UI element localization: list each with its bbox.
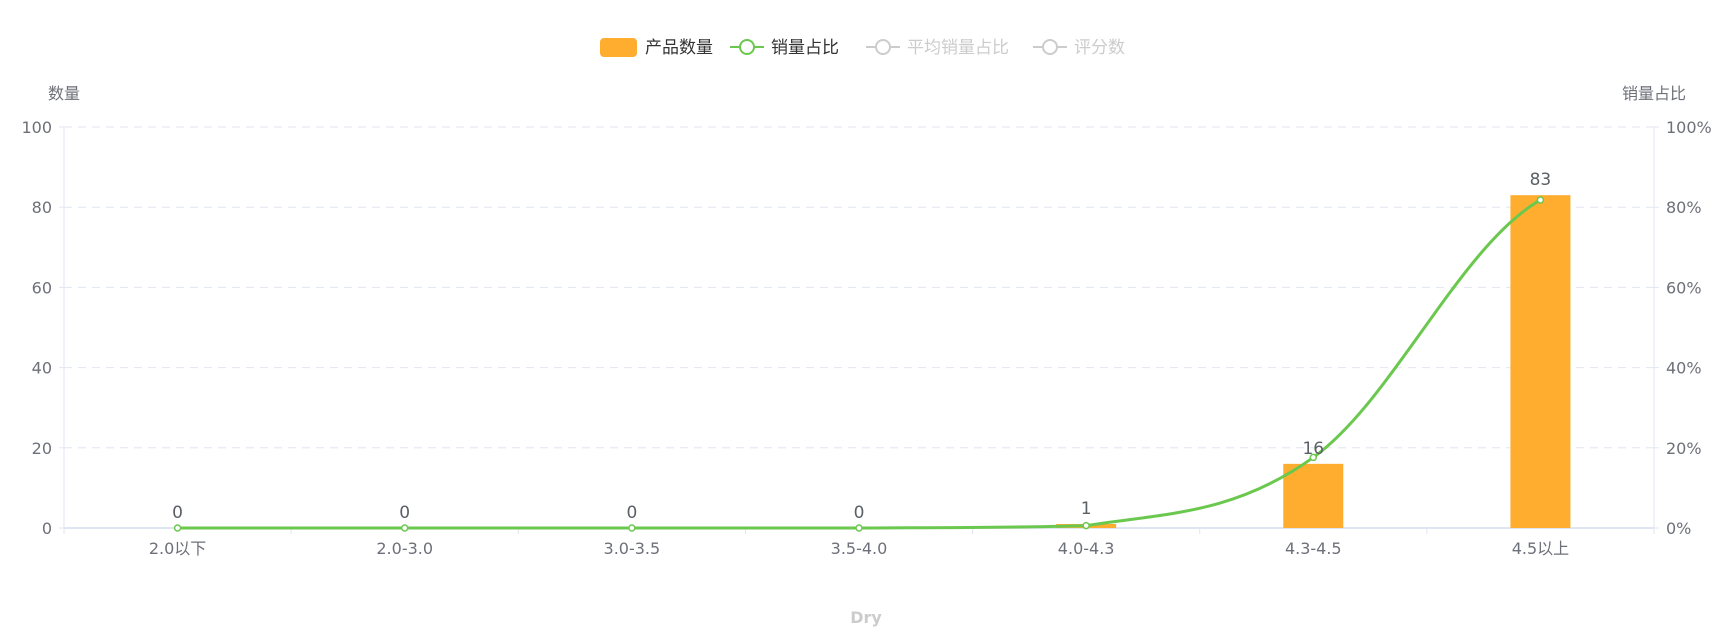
x-tick-label: 4.3-4.5 [1285,539,1342,558]
legend-item-1[interactable]: 销量占比 [730,38,839,58]
y-left-tick-label: 80 [32,198,52,217]
line-point [400,524,409,532]
line-point [628,524,636,532]
legend-label: 评分数 [1074,38,1125,58]
x-tick-label: 2.0以下 [149,539,206,558]
axes: 0 0%20 20%40 40%60 60%80 80%100 100%2.0以下 2.0-3… [21,118,1711,558]
legend-label: 平均销量占比 [907,38,1009,58]
x-tick-label: 2.0-3.0 [376,539,433,558]
bar [1510,195,1571,529]
y-axis-right-label: 销量占比 [1622,84,1686,103]
line-point [173,524,182,532]
line-point [855,524,863,532]
bar-value-label: 0 [399,503,410,523]
bar [1283,463,1344,528]
bar-value-label: 16 [1302,439,1324,459]
legend-label: 产品数量 [645,38,713,58]
line-point [1309,453,1318,462]
legend-item-0[interactable]: 产品数量 [600,38,713,58]
y-right-tick-label: 20% [1666,439,1702,458]
bar-value-label: 0 [626,503,637,523]
legend-circle-icon [739,39,755,55]
y-left-tick-label: 20 [32,439,52,458]
y-left-tick-label: 100 [21,118,52,137]
data-labels: 0 0 0 0 1 16 83 [172,170,1551,523]
legend-item-2[interactable]: 平均销量占比 [866,38,1009,58]
y-right-tick-label: 100% [1666,118,1712,137]
x-tick-label: 3.5-4.0 [831,539,888,558]
y-left-tick-label: 0 [42,519,52,538]
bar-value-label: 1 [1081,499,1092,519]
legend-circle-icon [875,39,891,55]
bars [1056,195,1571,529]
y-left-tick-label: 40 [32,359,52,378]
bar-value-label: 0 [854,503,865,523]
grid-lines [64,126,1654,449]
legend-bar-icon [600,38,637,57]
legend-item-3[interactable]: 评分数 [1033,38,1125,58]
bar-value-label: 83 [1530,170,1552,190]
y-axis-left-label: 数量 [48,84,80,103]
line-point [1536,196,1545,204]
x-tick-label: 4.0-4.3 [1058,539,1115,558]
x-tick-label: 4.5以上 [1512,539,1569,558]
x-axis-label: Dry [850,608,882,627]
x-tick-label: 3.0-3.5 [604,539,661,558]
y-right-tick-label: 80% [1666,198,1702,217]
y-right-tick-label: 0% [1666,519,1691,538]
legend: 产品数量 销量占比 平均销量占比 评分数 [600,38,1125,58]
y-right-tick-label: 60% [1666,278,1702,297]
y-left-tick-label: 60 [32,278,52,297]
legend-label: 销量占比 [771,38,839,58]
y-right-tick-label: 40% [1666,359,1702,378]
bar-value-label: 0 [172,503,183,523]
line-point [1082,521,1090,530]
legend-circle-icon [1042,39,1058,55]
line-series [173,196,1545,532]
